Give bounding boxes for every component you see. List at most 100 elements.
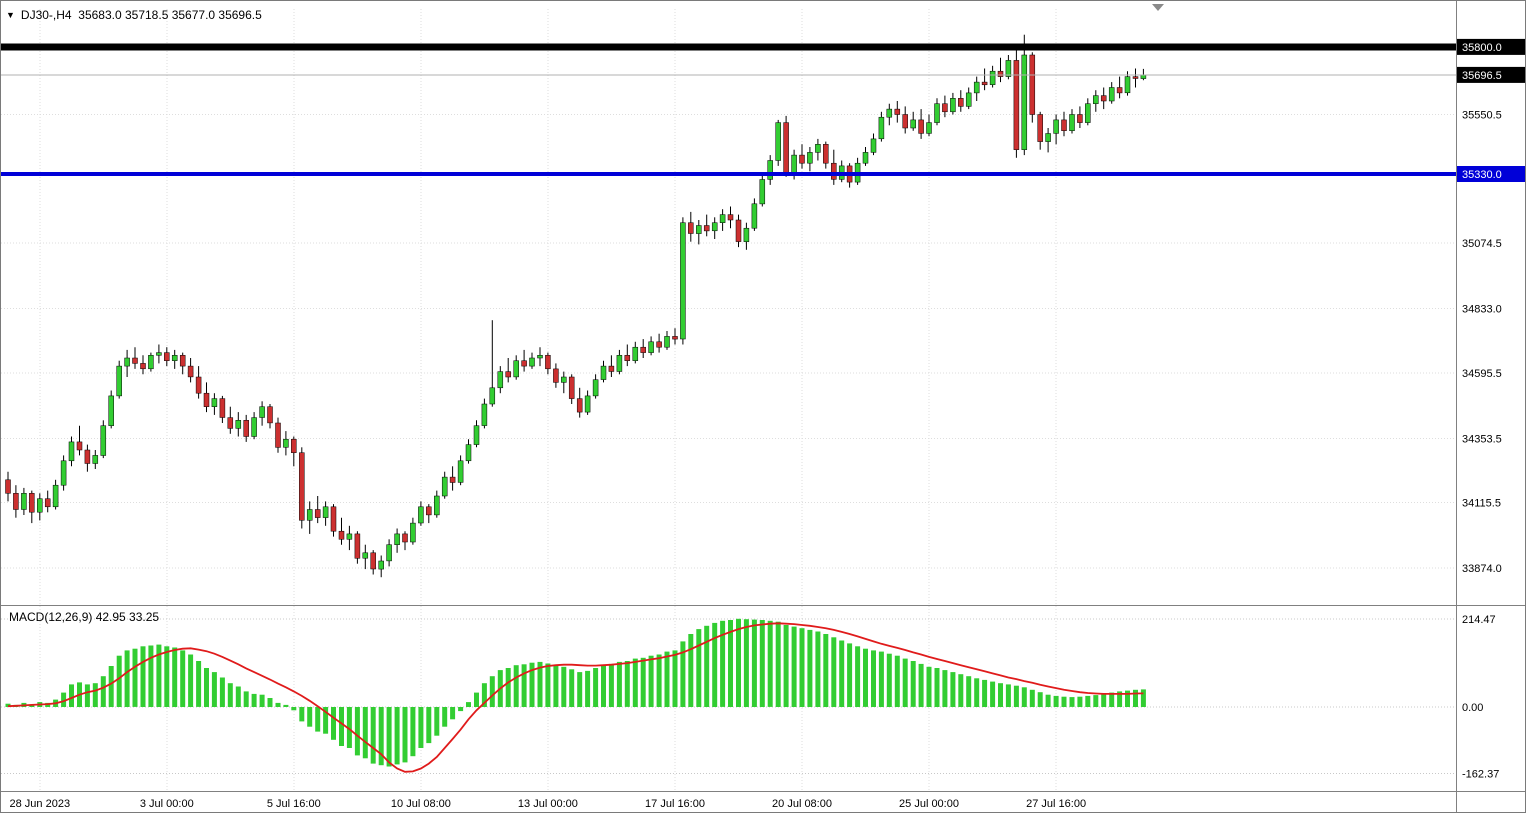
candle-bull — [489, 387, 496, 405]
macd-bar — [759, 620, 765, 707]
candle-bear — [29, 493, 35, 513]
candle-bull — [561, 376, 567, 383]
candle-bear — [1132, 76, 1139, 79]
macd-bar — [275, 702, 281, 707]
macd-bar — [791, 626, 797, 707]
shift-marker-icon[interactable] — [1152, 4, 1164, 11]
macd-bar — [1117, 691, 1123, 707]
candle-bull — [973, 81, 980, 94]
candle-bear — [505, 371, 511, 378]
macd-bar — [958, 674, 964, 707]
macd-axis-label: -162.37 — [1462, 769, 1499, 781]
candle-bear — [76, 441, 83, 451]
macd-bar — [926, 666, 932, 707]
macd-bar — [172, 647, 178, 707]
macd-bar — [196, 661, 202, 707]
macd-bar — [847, 643, 853, 707]
price-axis-label: 34595.5 — [1462, 368, 1502, 380]
macd-bar — [608, 663, 614, 707]
macd-bar — [569, 669, 575, 707]
macd-bar — [998, 683, 1003, 707]
macd-bar — [211, 672, 217, 707]
macd-bar — [283, 704, 289, 707]
candle-bear — [243, 420, 249, 437]
price-badge-label: 35330.0 — [1462, 169, 1502, 181]
macd-bar — [513, 665, 519, 707]
macd-bar — [450, 707, 456, 720]
candle-bull — [529, 357, 535, 367]
macd-bar — [489, 676, 495, 707]
macd-bar — [720, 620, 726, 707]
macd-bar — [505, 668, 511, 707]
macd-bar — [966, 676, 972, 707]
candle-bull — [148, 355, 154, 370]
candle-bull — [807, 152, 813, 164]
candle-bull — [1069, 114, 1075, 131]
macd-bar — [878, 651, 884, 707]
macd-bar — [188, 654, 194, 707]
candle-bull — [886, 108, 893, 118]
candle-bull — [767, 160, 773, 180]
candle-bull — [386, 544, 392, 562]
price-badge — [1457, 38, 1525, 55]
macd-bar — [807, 629, 813, 707]
macd-bar — [386, 707, 392, 767]
macd-bar — [1133, 689, 1138, 707]
macd-bar — [585, 670, 591, 707]
macd-bar — [815, 631, 821, 707]
candle-bull — [719, 214, 726, 223]
macd-bar — [640, 657, 646, 707]
candle-bear — [1100, 95, 1107, 102]
candle-bear — [330, 506, 337, 532]
macd-bar — [688, 634, 694, 707]
candle-bull — [441, 476, 448, 497]
macd-bar — [664, 651, 670, 707]
macd-bar — [696, 629, 702, 707]
candle-bull — [989, 70, 996, 85]
macd-bar — [680, 641, 686, 707]
time-axis-label: 27 Jul 16:00 — [1026, 798, 1086, 810]
candle-bear — [338, 530, 345, 540]
time-axis-label: 13 Jul 00:00 — [518, 798, 578, 810]
macd-bar — [1109, 692, 1115, 707]
macd-bar — [354, 707, 360, 756]
candle-bull — [434, 495, 440, 516]
price-axis-label: 33874.0 — [1462, 563, 1502, 575]
macd-bar — [839, 640, 845, 707]
candle-bear — [831, 162, 837, 180]
macd-bar — [1077, 696, 1083, 707]
macd-bar — [743, 619, 749, 707]
macd-bar — [1061, 696, 1067, 707]
macd-bar — [132, 648, 138, 707]
candle-bear — [1116, 87, 1123, 94]
macd-bar — [474, 692, 479, 707]
macd-bar — [537, 661, 543, 707]
candle-bear — [227, 417, 234, 429]
candle-bear — [981, 81, 988, 86]
macd-axis-label: 0.00 — [1462, 702, 1483, 714]
candle-bull — [465, 444, 472, 462]
macd-bar — [227, 683, 233, 707]
candle-bull — [648, 341, 654, 353]
candle-bear — [640, 346, 646, 353]
price-badge — [1457, 166, 1525, 182]
time-axis-label: 20 Jul 08:00 — [772, 798, 832, 810]
macd-bar — [910, 661, 916, 707]
candle-bull — [306, 509, 313, 521]
macd-bar — [656, 654, 662, 707]
macd-bar — [1013, 685, 1019, 707]
candle-bear — [203, 392, 210, 407]
candle-bear — [179, 355, 186, 367]
macd-bar — [140, 646, 146, 707]
time-axis: 28 Jun 2023 3 Jul 00:00 5 Jul 16:00 10 Jul … — [10, 798, 1087, 810]
candle-bull — [759, 179, 766, 205]
candle-bull — [362, 552, 369, 559]
symbol-marker-icon: ▼ — [6, 9, 15, 20]
candle-bear — [402, 533, 408, 543]
candle-bear — [291, 438, 297, 453]
macd-bar — [331, 707, 336, 740]
macd-bar — [704, 625, 710, 707]
macd-bar — [378, 707, 384, 766]
